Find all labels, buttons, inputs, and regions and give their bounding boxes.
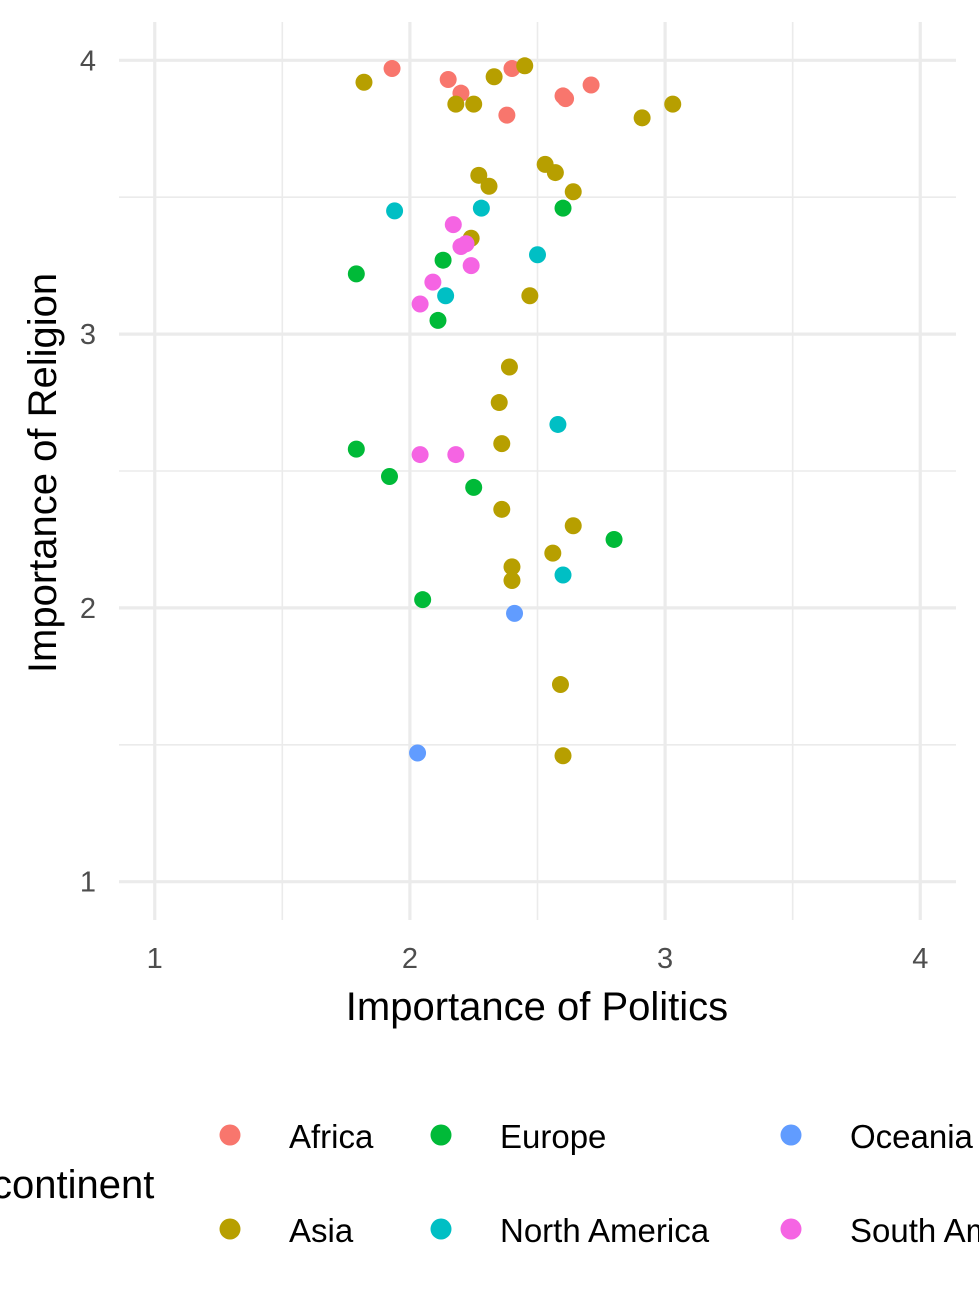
x-tick-label: 2	[402, 943, 418, 975]
data-point	[465, 478, 483, 496]
data-point	[546, 164, 564, 182]
data-point	[490, 394, 508, 412]
minor-gridlines	[119, 22, 956, 920]
y-tick-label: 3	[80, 319, 96, 351]
data-point	[503, 558, 521, 576]
data-point	[506, 604, 524, 622]
data-point	[347, 265, 365, 283]
x-tick-label: 1	[147, 943, 163, 975]
data-point	[503, 60, 521, 78]
data-point	[434, 251, 452, 269]
legend-key	[780, 1218, 802, 1240]
y-tick-label: 1	[80, 867, 96, 899]
data-point	[472, 199, 490, 217]
data-point	[503, 572, 521, 590]
data-points	[347, 57, 682, 765]
data-point	[386, 202, 404, 220]
data-point	[457, 235, 475, 253]
data-point	[564, 183, 582, 201]
data-point	[551, 676, 569, 694]
data-point	[554, 199, 572, 217]
data-point	[439, 70, 457, 88]
data-point	[447, 95, 465, 113]
data-point	[447, 446, 465, 464]
legend-key	[430, 1124, 452, 1146]
legend-title: continent	[0, 1163, 154, 1207]
data-point	[485, 68, 503, 86]
legend-items: Africa Asia Europe North America Oceania Sout…	[219, 1118, 979, 1249]
data-point	[444, 216, 462, 234]
data-point	[480, 177, 498, 195]
y-tick-labels: 1 2 3 4	[80, 45, 96, 898]
data-point	[582, 76, 600, 94]
legend-key	[219, 1124, 241, 1146]
x-tick-label: 3	[657, 943, 673, 975]
data-point	[347, 440, 365, 458]
data-point	[462, 257, 480, 275]
data-point	[424, 273, 442, 291]
data-point	[414, 591, 432, 609]
data-point	[411, 295, 429, 313]
data-point	[549, 415, 567, 433]
data-point	[493, 500, 511, 518]
data-point	[554, 566, 572, 584]
data-point	[554, 747, 572, 765]
legend-label: Oceania	[850, 1118, 974, 1155]
x-axis-title: Importance of Politics	[346, 985, 728, 1029]
data-point	[498, 106, 516, 124]
data-point	[557, 90, 575, 108]
data-point	[544, 544, 562, 562]
legend-label: South America	[850, 1212, 979, 1249]
data-point	[411, 446, 429, 464]
legend-key	[219, 1218, 241, 1240]
data-point	[355, 73, 373, 91]
data-point	[429, 311, 447, 329]
data-point	[470, 166, 488, 184]
y-tick-label: 4	[80, 45, 96, 77]
data-point	[409, 744, 427, 762]
x-tick-label: 4	[912, 943, 928, 975]
legend-label: Europe	[500, 1118, 606, 1155]
x-tick-labels: 1 2 3 4	[147, 943, 929, 975]
data-point	[516, 57, 534, 75]
legend-label: North America	[500, 1212, 710, 1249]
data-point	[529, 246, 546, 264]
data-point	[521, 287, 539, 305]
major-gridlines	[119, 22, 956, 920]
data-point	[664, 95, 682, 113]
data-point	[493, 435, 511, 453]
data-point	[605, 530, 623, 548]
legend-key	[780, 1124, 802, 1146]
data-point	[383, 60, 401, 78]
legend-key	[430, 1218, 452, 1240]
data-point	[633, 109, 651, 127]
legend: continent Africa Asia Europe North America O…	[0, 1118, 979, 1249]
data-point	[437, 287, 455, 305]
data-point	[380, 467, 398, 485]
y-axis-title: Importance of Religion	[21, 273, 65, 673]
data-point	[500, 358, 518, 376]
data-point	[564, 517, 582, 535]
y-tick-label: 2	[80, 593, 96, 625]
legend-label: Asia	[289, 1212, 354, 1249]
legend-label: Africa	[289, 1118, 374, 1155]
data-point	[465, 95, 483, 113]
